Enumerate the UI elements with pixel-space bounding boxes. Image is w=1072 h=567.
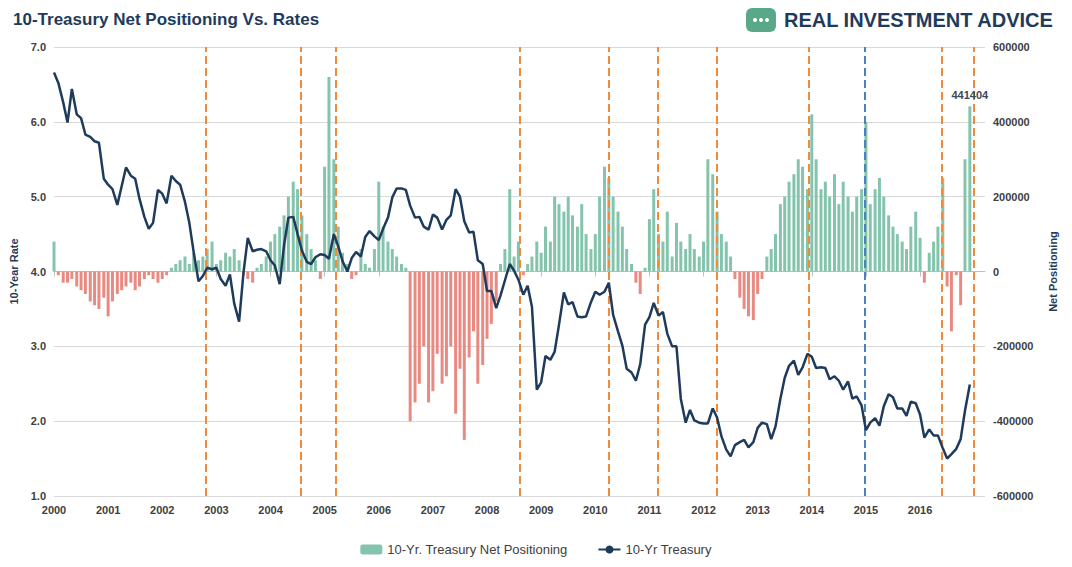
svg-text:2004: 2004 xyxy=(258,504,283,516)
svg-text:2007: 2007 xyxy=(421,504,445,516)
svg-text:10-Treasury Net Positioning Vs: 10-Treasury Net Positioning Vs. Rates xyxy=(13,10,319,29)
svg-text:2008: 2008 xyxy=(475,504,499,516)
svg-text:600000: 600000 xyxy=(993,41,1030,53)
svg-text:2005: 2005 xyxy=(312,504,336,516)
svg-text:2009: 2009 xyxy=(529,504,553,516)
svg-text:200000: 200000 xyxy=(993,191,1030,203)
svg-text:2.0: 2.0 xyxy=(31,415,46,427)
svg-text:10-Yr. Treasury Net Positionin: 10-Yr. Treasury Net Positioning xyxy=(387,542,567,557)
svg-text:2010: 2010 xyxy=(583,504,607,516)
svg-text:441404: 441404 xyxy=(951,89,989,101)
svg-text:2013: 2013 xyxy=(745,504,769,516)
svg-text:2012: 2012 xyxy=(691,504,715,516)
svg-text:-400000: -400000 xyxy=(993,415,1033,427)
svg-text:400000: 400000 xyxy=(993,116,1030,128)
svg-text:Net Positioning: Net Positioning xyxy=(1047,231,1059,312)
svg-text:2006: 2006 xyxy=(367,504,391,516)
svg-text:5.0: 5.0 xyxy=(31,191,46,203)
svg-text:2014: 2014 xyxy=(800,504,825,516)
svg-text:2000: 2000 xyxy=(42,504,66,516)
svg-text:2002: 2002 xyxy=(150,504,174,516)
svg-text:2001: 2001 xyxy=(96,504,120,516)
svg-text:6.0: 6.0 xyxy=(31,116,46,128)
svg-text:10-Yr Treasury: 10-Yr Treasury xyxy=(625,542,711,557)
svg-text:0: 0 xyxy=(993,266,999,278)
svg-text:REAL INVESTMENT ADVICE: REAL INVESTMENT ADVICE xyxy=(784,9,1053,31)
svg-text:1.0: 1.0 xyxy=(31,490,46,502)
svg-text:4.0: 4.0 xyxy=(31,266,46,278)
svg-text:-200000: -200000 xyxy=(993,340,1033,352)
svg-text:3.0: 3.0 xyxy=(31,340,46,352)
svg-text:2015: 2015 xyxy=(854,504,878,516)
svg-text:2016: 2016 xyxy=(908,504,932,516)
svg-text:2011: 2011 xyxy=(637,504,661,516)
svg-text:2003: 2003 xyxy=(204,504,228,516)
svg-text:10-Year Rate: 10-Year Rate xyxy=(8,238,20,304)
svg-text:7.0: 7.0 xyxy=(31,41,46,53)
svg-text:-600000: -600000 xyxy=(993,490,1033,502)
